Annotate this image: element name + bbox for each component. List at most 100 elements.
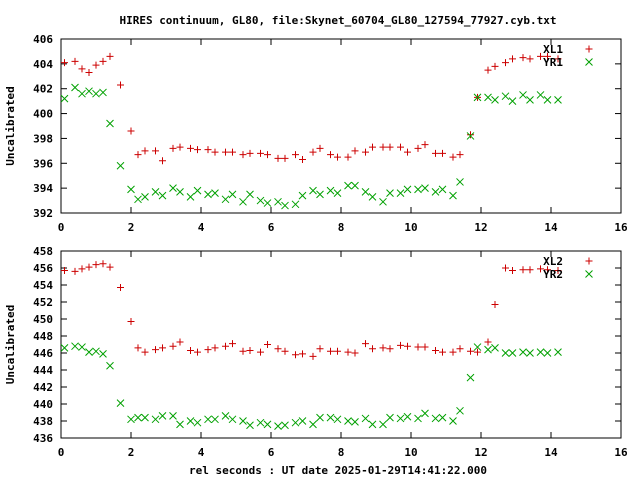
data-point (204, 146, 212, 154)
data-point (221, 195, 230, 204)
data-point (186, 417, 195, 425)
data-point (344, 417, 352, 425)
data-point (158, 412, 167, 420)
data-point (246, 149, 254, 157)
data-point (239, 197, 247, 206)
data-point (449, 153, 457, 161)
data-point (134, 413, 142, 422)
data-point (71, 342, 79, 351)
data-point (292, 351, 299, 359)
data-point (327, 151, 334, 159)
y-tick-label: 452 (33, 296, 53, 309)
data-point (298, 417, 307, 425)
data-point (421, 184, 429, 192)
data-point (491, 96, 499, 104)
data-point (229, 148, 236, 156)
data-point (519, 348, 527, 357)
data-point (169, 412, 177, 420)
data-point (474, 348, 481, 356)
data-point (449, 348, 457, 356)
y-axis-label: Uncalibrated (4, 86, 17, 165)
data-point (439, 348, 446, 356)
data-point (501, 349, 510, 357)
series-xl1 (61, 52, 562, 165)
data-point (316, 345, 324, 353)
legend-marker (585, 270, 593, 278)
data-point (316, 144, 324, 152)
data-point (491, 62, 499, 70)
data-point (326, 413, 335, 422)
x-tick-label: 12 (474, 446, 487, 459)
data-point (368, 192, 377, 201)
y-tick-label: 440 (33, 398, 53, 411)
y-tick-label: 446 (33, 347, 53, 360)
data-point (176, 420, 184, 429)
data-point (403, 185, 412, 194)
data-point (484, 66, 492, 74)
data-point (281, 201, 289, 210)
data-point (60, 344, 69, 352)
series-xl2 (61, 260, 562, 360)
data-point (431, 188, 440, 196)
y-tick-label: 454 (33, 279, 53, 292)
data-point (152, 147, 159, 155)
panel-2: 436 438 440 442 444 446 448 450 452 454 456 458 0 2 4 6… (4, 245, 628, 459)
data-point (274, 154, 282, 162)
data-point (193, 186, 202, 195)
data-point (176, 188, 184, 196)
data-point (508, 97, 517, 105)
data-point (309, 420, 317, 429)
data-point (526, 55, 534, 63)
data-point (127, 415, 135, 424)
data-point (211, 344, 219, 352)
data-point (484, 338, 492, 346)
data-point (501, 92, 510, 101)
data-point (71, 57, 79, 65)
data-point (536, 91, 545, 99)
data-point (456, 178, 464, 186)
data-point (92, 61, 100, 69)
data-point (78, 89, 86, 98)
data-point (264, 151, 271, 159)
data-point (554, 96, 562, 104)
panel-1: 392 394 396 398 400 402 404 406 0 2 4 6 8 10 12 14 16 Unc… (4, 33, 628, 234)
x-tick-label: 4 (198, 221, 205, 234)
data-point (369, 345, 376, 353)
data-point (397, 143, 404, 151)
data-point (92, 261, 100, 269)
x-tick-label: 2 (128, 446, 135, 459)
data-point (211, 415, 219, 424)
data-point (432, 149, 439, 157)
data-point (298, 191, 307, 200)
legend-label: XL1 (543, 43, 563, 56)
data-point (421, 141, 429, 149)
data-point (194, 348, 201, 356)
data-point (379, 197, 387, 206)
data-point (543, 349, 552, 357)
data-point (78, 265, 86, 273)
data-point (134, 151, 142, 159)
data-point (333, 415, 342, 424)
legend-label: YR1 (543, 56, 563, 69)
data-point (554, 55, 562, 63)
data-point (152, 346, 159, 354)
x-tick-label: 16 (614, 221, 628, 234)
data-point (421, 409, 429, 418)
data-point (187, 346, 194, 354)
data-point (211, 148, 219, 156)
data-point (221, 412, 230, 420)
data-point (239, 417, 247, 425)
data-point (99, 349, 107, 358)
data-point (274, 422, 282, 430)
y-tick-label: 394 (33, 182, 53, 195)
data-point (299, 350, 306, 358)
data-point (414, 144, 422, 152)
data-point (536, 348, 545, 357)
data-point (151, 188, 160, 196)
data-point (117, 284, 124, 292)
data-point (526, 349, 534, 357)
y-tick-label: 406 (33, 33, 53, 46)
data-point (519, 266, 527, 274)
data-point (71, 267, 79, 275)
